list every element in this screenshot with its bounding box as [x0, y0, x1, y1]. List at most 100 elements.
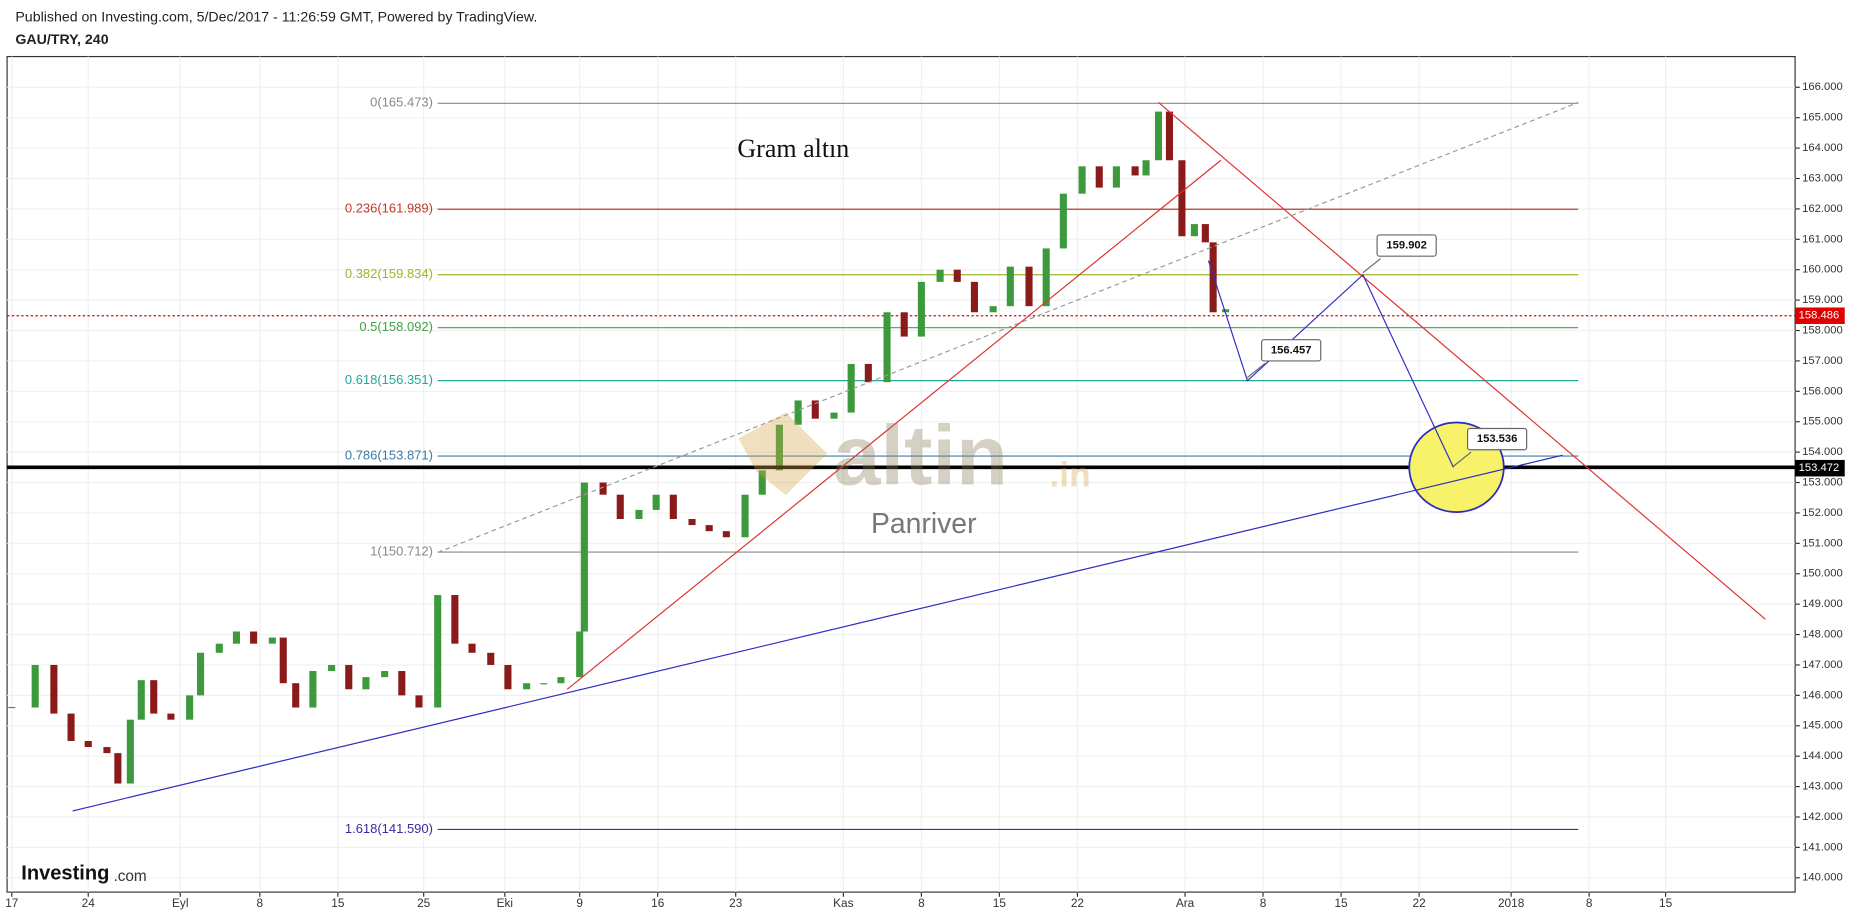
y-tick-label: 162.000: [1802, 203, 1843, 215]
x-tick-label: 2018: [1498, 896, 1525, 910]
x-tick-label: 8: [1260, 896, 1267, 910]
candle: [811, 400, 819, 419]
candle: [1222, 309, 1230, 313]
candle: [292, 683, 300, 708]
candle: [451, 595, 459, 644]
y-tick-label: 165.000: [1802, 112, 1843, 124]
candle: [847, 363, 855, 413]
x-tick-label: 8: [918, 896, 925, 910]
candle: [381, 671, 389, 678]
y-tick-label: 147.000: [1802, 659, 1843, 671]
y-tick-label: 154.000: [1802, 446, 1843, 458]
candle: [84, 740, 92, 748]
x-tick-label: 8: [1586, 896, 1593, 910]
candle: [67, 713, 75, 741]
candle: [830, 412, 838, 419]
x-tick-label: 16: [651, 896, 665, 910]
candle: [1042, 248, 1050, 307]
candle: [487, 652, 495, 665]
candle: [468, 643, 476, 653]
x-tick-label: Eyl: [172, 896, 188, 910]
watermark: altin .in: [738, 408, 1091, 503]
candle: [580, 482, 588, 632]
y-tick-label: 143.000: [1802, 781, 1843, 793]
candle: [504, 664, 512, 690]
candle: [250, 631, 258, 644]
fib-label: 0.382(159.834): [345, 266, 433, 281]
candle: [599, 482, 607, 495]
candle: [722, 531, 730, 538]
callout-box: [1376, 234, 1437, 257]
candle: [215, 643, 223, 653]
y-tick-label: 157.000: [1802, 355, 1843, 367]
candle: [794, 400, 802, 425]
fib-label: 0.786(153.871): [345, 447, 433, 462]
candle: [398, 671, 406, 696]
candle: [1131, 166, 1139, 176]
y-tick-label: 142.000: [1802, 811, 1843, 823]
y-tick-label: 160.000: [1802, 264, 1843, 276]
candle: [540, 683, 548, 685]
candle: [1190, 224, 1198, 237]
x-tick-label: 15: [1659, 896, 1673, 910]
candle: [557, 677, 565, 684]
y-tick-label: 151.000: [1802, 537, 1843, 549]
candle: [953, 269, 961, 282]
y-tick-label: 141.000: [1802, 841, 1843, 853]
y-tick-label: 153.000: [1802, 477, 1843, 489]
candle: [1112, 166, 1120, 188]
callout-pointer: [1247, 362, 1266, 378]
candle: [1025, 266, 1033, 307]
x-tick-label: Kas: [833, 896, 853, 910]
fib-label: 1(150.712): [370, 544, 433, 559]
y-tick-label: 155.000: [1802, 416, 1843, 428]
trend-line: [566, 159, 1222, 690]
y-tick-label: 140.000: [1802, 872, 1843, 884]
logo-brand: Investing: [21, 863, 109, 885]
candle: [1201, 224, 1209, 243]
candle: [279, 637, 287, 684]
logo-suffix: .com: [113, 868, 146, 885]
candle: [652, 494, 660, 510]
candle: [31, 664, 39, 708]
candle: [114, 753, 122, 784]
trend-line: [1158, 102, 1766, 620]
candle: [232, 631, 240, 644]
trend-line: [72, 454, 1563, 812]
x-tick-label: 22: [1071, 896, 1084, 910]
y-tick-label: 145.000: [1802, 720, 1843, 732]
candle: [989, 306, 997, 313]
fib-label: 0(165.473): [370, 95, 433, 110]
candle: [126, 719, 134, 784]
candle: [1059, 193, 1067, 249]
x-tick-label: 17: [5, 896, 18, 910]
price-tag-label: 153.472: [1799, 462, 1840, 474]
candle: [1095, 166, 1103, 188]
trend-line: [437, 101, 1579, 554]
candle: [616, 494, 624, 520]
x-tick-label: 24: [82, 896, 96, 910]
y-tick-label: 164.000: [1802, 142, 1843, 154]
candle: [50, 664, 58, 714]
x-tick-label: 9: [576, 896, 583, 910]
candle: [328, 664, 336, 672]
watermark-author: Panriver: [871, 508, 977, 540]
candle: [1078, 166, 1086, 194]
x-tick-label: 15: [331, 896, 345, 910]
candle: [917, 281, 925, 337]
y-tick-label: 166.000: [1802, 81, 1843, 93]
candle: [864, 363, 872, 383]
y-tick-label: 158.000: [1802, 324, 1843, 336]
fib-label: 0.618(156.351): [345, 372, 433, 387]
y-tick-label: 148.000: [1802, 629, 1843, 641]
candle: [1209, 242, 1217, 313]
x-tick-label: 22: [1413, 896, 1426, 910]
callout-label: 156.457: [1271, 344, 1312, 356]
candle: [576, 631, 584, 678]
published-note: Published on Investing.com, 5/Dec/2017 -…: [15, 9, 537, 25]
candle: [1165, 111, 1173, 161]
callout-pointer: [1362, 258, 1382, 274]
candle: [883, 312, 891, 383]
